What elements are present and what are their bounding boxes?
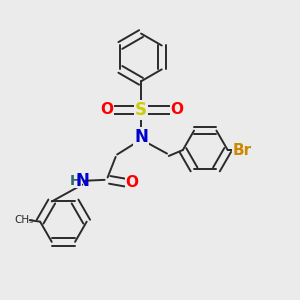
Text: CH₃: CH₃ xyxy=(14,215,33,225)
Text: Br: Br xyxy=(233,142,252,158)
Text: O: O xyxy=(170,102,183,117)
Text: N: N xyxy=(134,128,148,146)
Text: O: O xyxy=(100,102,113,117)
Text: O: O xyxy=(126,175,139,190)
Text: N: N xyxy=(75,172,89,190)
Text: S: S xyxy=(135,101,147,119)
Text: H: H xyxy=(70,174,81,188)
